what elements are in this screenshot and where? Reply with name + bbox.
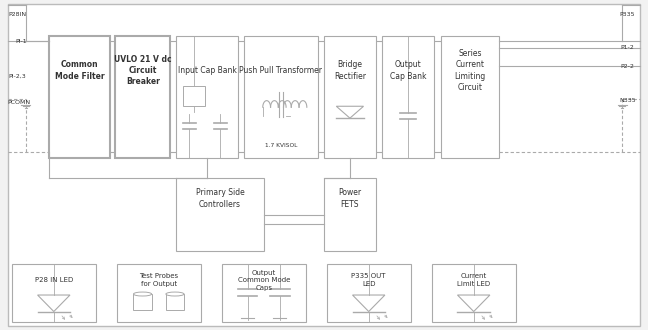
Text: Input Cap Bank: Input Cap Bank (178, 66, 237, 75)
Text: PI-1: PI-1 (16, 39, 27, 44)
Bar (176, 36, 238, 158)
Bar (117, 264, 201, 322)
Ellipse shape (166, 292, 184, 296)
Text: Push Pull Transformer: Push Pull Transformer (239, 66, 323, 75)
Bar (183, 86, 205, 106)
Bar (12, 264, 96, 322)
Bar (382, 36, 434, 158)
Text: Primary Side
Controllers: Primary Side Controllers (196, 188, 244, 209)
Text: Current
Limit LED: Current Limit LED (457, 274, 491, 287)
Text: Series
Current
Limiting
Circuit: Series Current Limiting Circuit (454, 50, 485, 92)
Text: Bridge
Rectifier: Bridge Rectifier (334, 60, 366, 81)
Bar (324, 36, 376, 158)
Text: P335 OUT
LED: P335 OUT LED (351, 274, 386, 287)
Ellipse shape (133, 292, 152, 296)
Text: Output
Common Mode
Caps: Output Common Mode Caps (238, 270, 290, 291)
Bar (176, 178, 264, 251)
Bar (222, 264, 306, 322)
Text: Output
Cap Bank: Output Cap Bank (390, 60, 426, 81)
Text: 1.7 KVISOL: 1.7 KVISOL (265, 143, 297, 148)
Text: PCOMN: PCOMN (7, 100, 30, 105)
Bar (432, 264, 516, 322)
Text: P28IN: P28IN (8, 12, 27, 17)
Bar (244, 36, 318, 158)
Text: Test Probes
for Output: Test Probes for Output (139, 274, 178, 287)
Bar (133, 294, 152, 310)
Bar (115, 36, 170, 158)
Text: Common
Mode Filter: Common Mode Filter (54, 60, 104, 81)
Text: P2-2: P2-2 (621, 63, 634, 69)
Bar (324, 178, 376, 251)
Text: P28 IN LED: P28 IN LED (34, 277, 73, 283)
Text: UVLO 21 V dc
Circuit
Breaker: UVLO 21 V dc Circuit Breaker (114, 55, 172, 86)
Bar (49, 36, 110, 158)
Bar (441, 36, 499, 158)
Bar (327, 264, 411, 322)
Bar (166, 294, 184, 310)
Text: PI-2,3: PI-2,3 (8, 73, 26, 79)
Text: P335: P335 (619, 12, 635, 17)
Text: N335: N335 (619, 98, 636, 103)
Text: Power
FETS: Power FETS (338, 188, 362, 209)
Text: P1-2: P1-2 (621, 45, 634, 50)
